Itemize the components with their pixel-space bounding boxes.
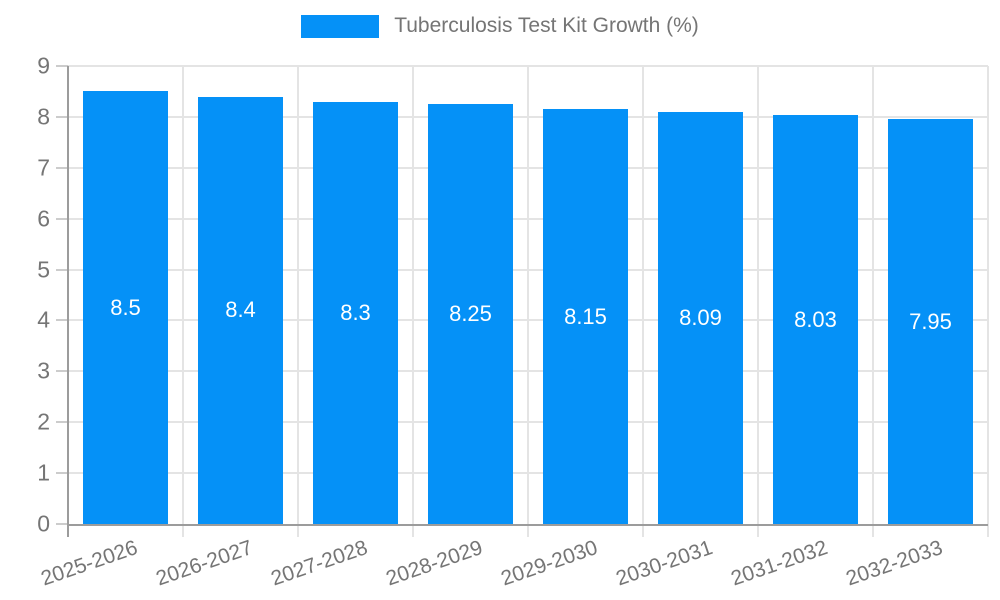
- x-tick-label: 2028-2029: [383, 536, 486, 591]
- bar: [313, 101, 398, 524]
- x-tick-label: 2030-2031: [613, 536, 716, 591]
- y-axis-tick: [56, 370, 68, 373]
- x-axis-line: [68, 524, 988, 526]
- v-gridline: [642, 66, 644, 537]
- bar-value-label: 8.4: [225, 297, 256, 323]
- v-gridline: [757, 66, 759, 537]
- y-axis-tick: [56, 421, 68, 424]
- y-tick-label: 7: [37, 154, 50, 181]
- v-gridline: [527, 66, 529, 537]
- y-axis-tick: [56, 217, 68, 220]
- y-axis-tick: [56, 166, 68, 169]
- bar-value-label: 7.95: [909, 308, 952, 334]
- bar-value-label: 8.25: [449, 301, 492, 327]
- x-tick-label: 2026-2027: [153, 536, 256, 591]
- y-tick-label: 6: [37, 205, 50, 232]
- y-tick-label: 0: [37, 510, 50, 537]
- bar-value-label: 8.03: [794, 306, 837, 332]
- v-gridline: [987, 66, 989, 537]
- bar-value-label: 8.09: [679, 305, 722, 331]
- y-tick-label: 2: [37, 408, 50, 435]
- bar: [543, 109, 628, 524]
- legend-label: Tuberculosis Test Kit Growth (%): [394, 14, 699, 37]
- bar: [198, 96, 283, 524]
- y-tick-label: 3: [37, 357, 50, 384]
- bar: [773, 115, 858, 524]
- bar-value-label: 8.3: [340, 299, 371, 325]
- y-axis-tick: [56, 319, 68, 322]
- v-gridline: [297, 66, 299, 537]
- y-tick-label: 4: [37, 306, 50, 333]
- bar: [83, 91, 168, 524]
- y-axis-tick: [56, 472, 68, 475]
- x-tick-label: 2031-2032: [728, 536, 831, 591]
- v-gridline: [182, 66, 184, 537]
- y-axis-tick: [56, 65, 68, 67]
- y-axis-tick: [56, 115, 68, 118]
- y-tick-label: 1: [37, 459, 50, 486]
- x-tick-label: 2027-2028: [268, 536, 371, 591]
- bar-value-label: 8.15: [564, 303, 607, 329]
- x-tick-label: 2032-2033: [843, 536, 946, 591]
- y-tick-label: 8: [37, 103, 50, 130]
- bar: [428, 104, 513, 524]
- bar: [658, 112, 743, 524]
- bar: [888, 119, 973, 524]
- bar-value-label: 8.5: [110, 294, 141, 320]
- v-gridline: [872, 66, 874, 537]
- y-axis-tick: [56, 523, 68, 525]
- y-tick-label: 9: [37, 52, 50, 79]
- x-tick-label: 2025-2026: [38, 536, 141, 591]
- x-tick-label: 2029-2030: [498, 536, 601, 591]
- legend-color-swatch: [301, 14, 380, 38]
- chart-legend-item[interactable]: Tuberculosis Test Kit Growth (%): [0, 14, 1000, 38]
- y-tick-label: 5: [37, 256, 50, 283]
- y-axis-line: [67, 66, 69, 537]
- v-gridline: [412, 66, 414, 537]
- y-axis-tick: [56, 268, 68, 271]
